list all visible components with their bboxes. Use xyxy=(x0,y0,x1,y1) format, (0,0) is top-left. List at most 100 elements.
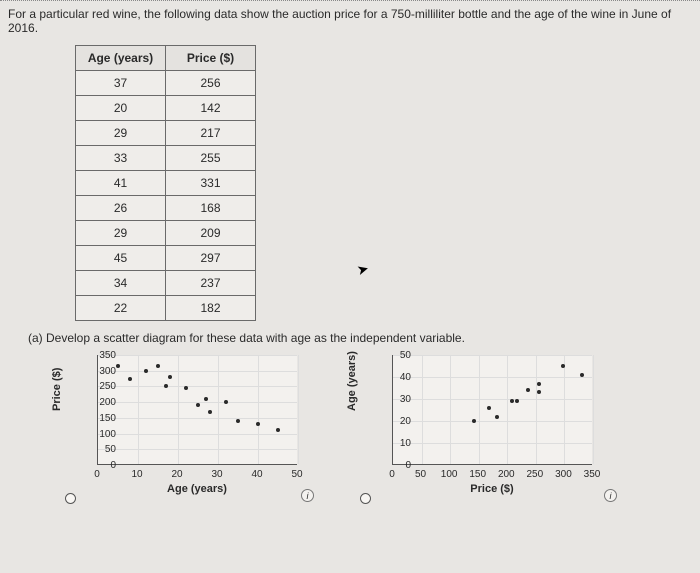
gridline xyxy=(393,399,592,400)
ytick-label: 40 xyxy=(377,372,411,383)
xtick-label: 150 xyxy=(466,469,490,480)
col-header-age: Age (years) xyxy=(76,46,166,71)
ytick-label: 250 xyxy=(82,381,116,392)
gridline xyxy=(178,355,179,464)
data-table: Age (years) Price ($) 372562014229217332… xyxy=(75,45,256,321)
scatter-point xyxy=(537,382,541,386)
table-cell: 37 xyxy=(76,71,166,96)
scatter-point xyxy=(276,428,280,432)
table-cell: 297 xyxy=(166,246,256,271)
table-cell: 34 xyxy=(76,271,166,296)
ytick-label: 50 xyxy=(377,350,411,361)
chart-left-xlabel: Age (years) xyxy=(97,483,297,495)
gridline xyxy=(393,421,592,422)
scatter-point xyxy=(526,388,530,392)
chart-right-ylabel: Age (years) xyxy=(346,351,358,411)
scatter-point xyxy=(156,364,160,368)
cursor-icon: ➤ xyxy=(355,260,371,279)
xtick-label: 40 xyxy=(245,469,269,480)
gridline xyxy=(138,355,139,464)
table-row: 29209 xyxy=(76,221,256,246)
xtick-label: 50 xyxy=(409,469,433,480)
xtick-label: 0 xyxy=(85,469,109,480)
help-icon[interactable]: i xyxy=(301,489,314,502)
ytick-label: 200 xyxy=(82,397,116,408)
scatter-point xyxy=(128,377,132,381)
gridline xyxy=(98,418,297,419)
gridline xyxy=(450,355,451,464)
xtick-label: 50 xyxy=(285,469,309,480)
table-cell: 26 xyxy=(76,196,166,221)
ytick-label: 10 xyxy=(377,438,411,449)
ytick-label: 150 xyxy=(82,413,116,424)
gridline xyxy=(479,355,480,464)
table-cell: 29 xyxy=(76,221,166,246)
xtick-label: 0 xyxy=(380,469,404,480)
xtick-label: 350 xyxy=(580,469,604,480)
table-row: 34237 xyxy=(76,271,256,296)
chart-right: Age (years) Price ($) i 0102030405005010… xyxy=(350,349,615,504)
ytick-label: 100 xyxy=(82,429,116,440)
scatter-point xyxy=(204,397,208,401)
chart-left: Price ($) Age (years) i 0501001502002503… xyxy=(55,349,320,504)
radio-chart-left[interactable] xyxy=(65,493,76,504)
xtick-label: 250 xyxy=(523,469,547,480)
ytick-label: 300 xyxy=(82,366,116,377)
table-cell: 41 xyxy=(76,171,166,196)
gridline xyxy=(536,355,537,464)
scatter-point xyxy=(537,390,541,394)
gridline xyxy=(422,355,423,464)
scatter-point xyxy=(561,364,565,368)
xtick-label: 10 xyxy=(125,469,149,480)
intro-text: For a particular red wine, the following… xyxy=(0,0,700,39)
xtick-label: 20 xyxy=(165,469,189,480)
ytick-label: 20 xyxy=(377,416,411,427)
radio-chart-right[interactable] xyxy=(360,493,371,504)
gridline xyxy=(393,443,592,444)
table-cell: 237 xyxy=(166,271,256,296)
table-cell: 182 xyxy=(166,296,256,321)
question-a: (a) Develop a scatter diagram for these … xyxy=(0,321,700,349)
col-header-price: Price ($) xyxy=(166,46,256,71)
chart-right-xlabel: Price ($) xyxy=(392,483,592,495)
charts-row: Price ($) Age (years) i 0501001502002503… xyxy=(0,349,700,504)
table-cell: 217 xyxy=(166,121,256,146)
scatter-point xyxy=(144,369,148,373)
gridline xyxy=(564,355,565,464)
gridline xyxy=(258,355,259,464)
table-row: 37256 xyxy=(76,71,256,96)
gridline xyxy=(98,386,297,387)
scatter-point xyxy=(196,403,200,407)
table-row: 33255 xyxy=(76,146,256,171)
xtick-label: 30 xyxy=(205,469,229,480)
gridline xyxy=(98,434,297,435)
table-cell: 168 xyxy=(166,196,256,221)
table-cell: 256 xyxy=(166,71,256,96)
scatter-point xyxy=(184,386,188,390)
table-row: 29217 xyxy=(76,121,256,146)
scatter-point xyxy=(515,399,519,403)
scatter-point xyxy=(208,410,212,414)
scatter-point xyxy=(510,399,514,403)
ytick-label: 350 xyxy=(82,350,116,361)
table-row: 20142 xyxy=(76,96,256,121)
table-cell: 255 xyxy=(166,146,256,171)
gridline xyxy=(98,449,297,450)
table-cell: 142 xyxy=(166,96,256,121)
xtick-label: 300 xyxy=(551,469,575,480)
gridline xyxy=(393,377,592,378)
scatter-point xyxy=(164,384,168,388)
help-icon[interactable]: i xyxy=(604,489,617,502)
table-cell: 29 xyxy=(76,121,166,146)
table-row: 26168 xyxy=(76,196,256,221)
scatter-point xyxy=(495,415,499,419)
table-cell: 20 xyxy=(76,96,166,121)
gridline xyxy=(507,355,508,464)
table-row: 22182 xyxy=(76,296,256,321)
gridline xyxy=(298,355,299,464)
table-cell: 209 xyxy=(166,221,256,246)
table-row: 45297 xyxy=(76,246,256,271)
scatter-point xyxy=(224,400,228,404)
table-cell: 45 xyxy=(76,246,166,271)
xtick-label: 200 xyxy=(494,469,518,480)
